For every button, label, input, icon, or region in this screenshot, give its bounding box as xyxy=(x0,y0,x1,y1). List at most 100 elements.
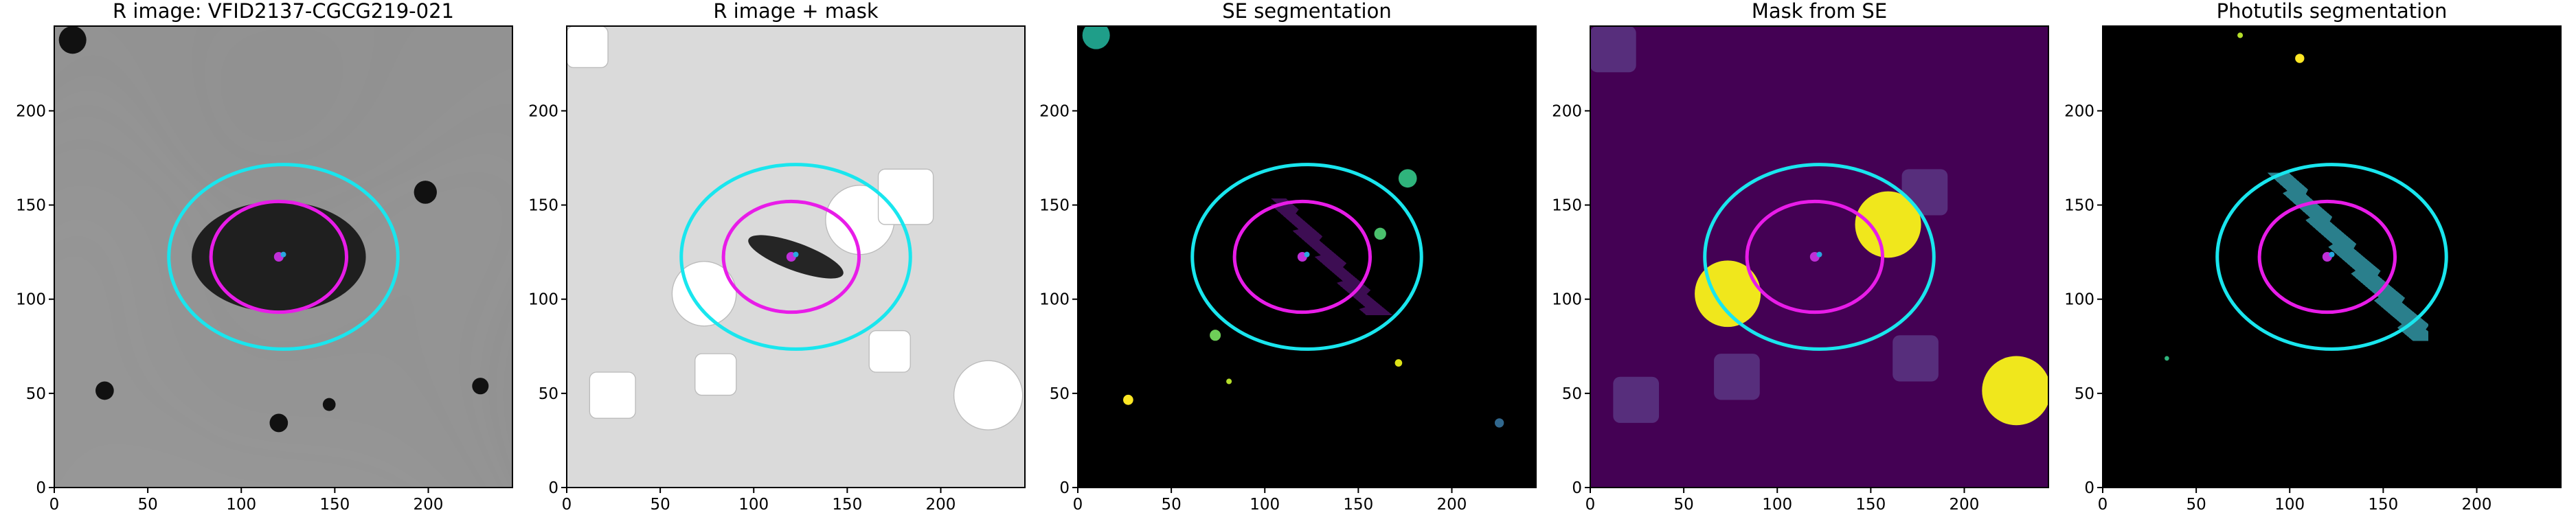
x-tick-label: 100 xyxy=(1762,496,1792,514)
y-tick-label: 0 xyxy=(1572,479,1582,497)
y-tick-label: 0 xyxy=(36,479,46,497)
inner-ellipse xyxy=(1745,199,1885,314)
segment xyxy=(1374,227,1386,240)
mask-shade xyxy=(1893,335,1939,382)
y-tick-label: 100 xyxy=(16,291,46,309)
segment xyxy=(2295,54,2305,63)
y-tick-label: 100 xyxy=(1552,291,1582,309)
x-tick-label: 50 xyxy=(137,496,157,514)
y-tick-label: 0 xyxy=(1059,479,1070,497)
y-tick-label: 50 xyxy=(26,385,46,403)
x-tick-label: 200 xyxy=(926,496,956,514)
outer-ellipse xyxy=(1703,163,1936,351)
segment xyxy=(1226,378,1232,385)
mask xyxy=(671,261,737,327)
x-tick-label: 50 xyxy=(1161,496,1181,514)
x-tick-label: 100 xyxy=(1250,496,1280,514)
y-tick-label: 200 xyxy=(1552,102,1582,120)
x-tick-label: 100 xyxy=(226,496,256,514)
inner-ellipse xyxy=(2257,199,2397,314)
y-tick-label: 0 xyxy=(548,479,558,497)
x-tick-label: 50 xyxy=(650,496,670,514)
y-tick-label: 0 xyxy=(2084,479,2094,497)
segment xyxy=(1394,359,1403,367)
outer-ellipse xyxy=(167,163,400,351)
segment xyxy=(2237,32,2244,38)
x-tick-label: 0 xyxy=(562,496,572,514)
axes-frame xyxy=(1077,25,1537,488)
mask xyxy=(1855,191,1921,258)
x-tick-label: 200 xyxy=(414,496,444,514)
mask xyxy=(567,26,609,69)
x-tick-label: 0 xyxy=(49,496,60,514)
mask xyxy=(589,371,636,419)
mask-shade xyxy=(1613,376,1660,423)
mask-shade xyxy=(1590,26,1636,73)
star xyxy=(269,413,289,433)
y-tick-label: 200 xyxy=(2064,102,2094,120)
x-tick-label: 0 xyxy=(1585,496,1596,514)
segment xyxy=(1398,169,1417,188)
panel xyxy=(54,26,512,488)
y-tick-label: 150 xyxy=(2064,197,2094,215)
x-tick-label: 150 xyxy=(2368,496,2398,514)
y-tick-label: 50 xyxy=(539,385,558,403)
segment xyxy=(1123,394,1133,405)
x-tick-label: 200 xyxy=(2462,496,2492,514)
x-tick-label: 150 xyxy=(832,496,862,514)
panel xyxy=(567,26,1025,488)
x-tick-label: 150 xyxy=(319,496,350,514)
panel-title: R image: VFID2137-CGCG219-021 xyxy=(113,0,454,23)
center-marker xyxy=(280,251,286,258)
mask xyxy=(877,168,934,225)
outer-ellipse xyxy=(1190,163,1423,351)
x-tick-label: 150 xyxy=(1855,496,1886,514)
center-marker xyxy=(1304,251,1310,258)
mask xyxy=(694,353,737,396)
x-tick-label: 0 xyxy=(2098,496,2108,514)
axes-frame xyxy=(54,25,513,488)
star xyxy=(322,398,336,411)
inner-ellipse xyxy=(721,199,861,314)
mask xyxy=(1982,356,2048,426)
panel-title: R image + mask xyxy=(713,0,879,23)
center-marker xyxy=(1816,251,1822,258)
x-tick-label: 50 xyxy=(2186,496,2206,514)
panel xyxy=(1078,26,1536,488)
inner-ellipse xyxy=(1232,199,1372,314)
y-tick-label: 200 xyxy=(528,102,558,120)
y-tick-label: 100 xyxy=(2064,291,2094,309)
star xyxy=(414,181,437,204)
x-tick-label: 100 xyxy=(738,496,769,514)
y-tick-label: 50 xyxy=(2075,385,2094,403)
segment xyxy=(1210,330,1221,341)
center-marker xyxy=(2329,251,2335,258)
axes-frame xyxy=(566,25,1026,488)
panel-title: Photutils segmentation xyxy=(2217,0,2448,23)
x-tick-label: 150 xyxy=(1343,496,1373,514)
panel xyxy=(2103,26,2561,488)
x-tick-label: 0 xyxy=(1073,496,1083,514)
y-tick-label: 100 xyxy=(1039,291,1070,309)
mask xyxy=(868,330,911,373)
x-tick-label: 50 xyxy=(1673,496,1693,514)
y-tick-label: 50 xyxy=(1562,385,1582,403)
mask xyxy=(953,360,1024,431)
star xyxy=(472,378,489,395)
mask xyxy=(1695,260,1761,328)
star xyxy=(95,381,114,400)
inner-ellipse xyxy=(209,199,349,314)
mask-shade xyxy=(1714,354,1760,400)
segment xyxy=(1494,418,1504,428)
outer-ellipse xyxy=(2215,163,2448,351)
y-tick-label: 150 xyxy=(528,197,558,215)
x-tick-label: 100 xyxy=(2274,496,2305,514)
panel-title: Mask from SE xyxy=(1752,0,1887,23)
segment xyxy=(1082,26,1110,49)
panel xyxy=(1590,26,2048,488)
y-tick-label: 100 xyxy=(528,291,558,309)
center-marker xyxy=(793,251,799,258)
outer-ellipse xyxy=(679,163,912,351)
star xyxy=(58,26,87,54)
